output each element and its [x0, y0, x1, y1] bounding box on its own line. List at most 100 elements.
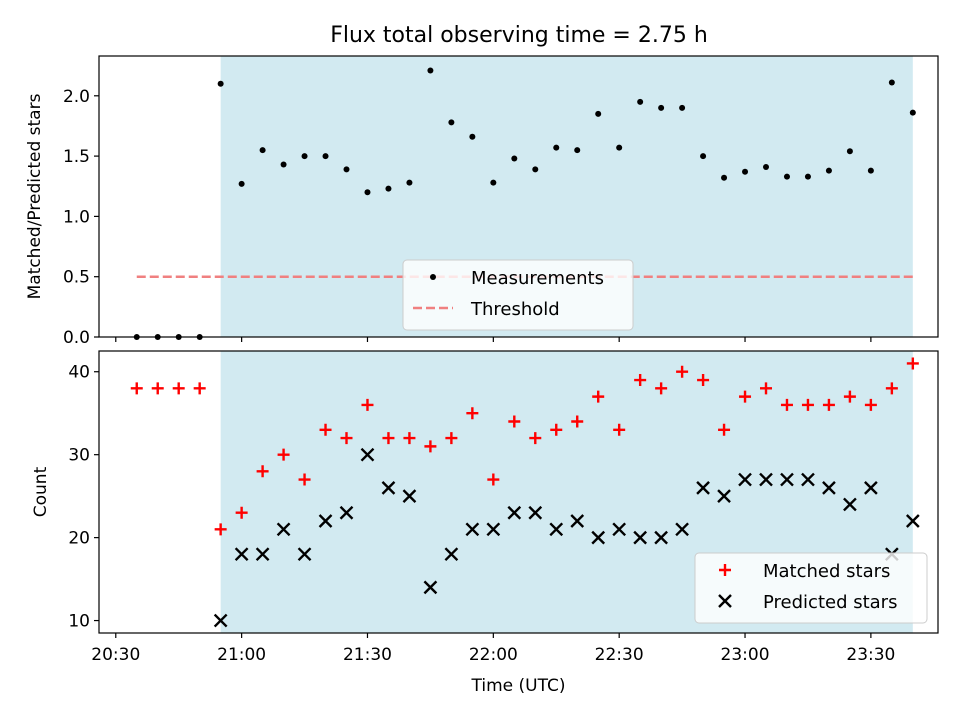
- matched-stars-point-19: [529, 432, 542, 445]
- matched-stars-point-25: [655, 382, 668, 395]
- predicted-stars-point-31: [864, 481, 878, 495]
- y-tick-label-1-1: 20: [68, 529, 90, 549]
- matched-stars-point-10: [340, 432, 353, 445]
- legend-swatch-measurements: [430, 274, 436, 280]
- legend-label-predicted-stars: Predicted stars: [763, 592, 897, 613]
- predicted-stars-point-28: [801, 472, 815, 487]
- matched-stars-point-34: [843, 390, 856, 403]
- top-panel: 0.0 0.5 1.0 1.5 2.0 Matched/Predicted stars Me…: [25, 55, 939, 348]
- matched-stars-point-20: [550, 423, 563, 436]
- measurements-point-21: [574, 147, 581, 154]
- predicted-stars-point-11: [444, 547, 459, 562]
- x-tick-label-1-6: 23:30: [846, 645, 895, 665]
- x-tick-label-1-5: 23:00: [721, 645, 770, 665]
- y-tick-label-1-0: 10: [68, 612, 90, 632]
- predicted-stars-point-23: [696, 481, 710, 495]
- matched-stars-point-0: [130, 382, 143, 395]
- matched-stars-point-14: [424, 440, 437, 453]
- matched-stars-point-18: [508, 415, 521, 428]
- predicted-stars-point-10: [423, 580, 438, 595]
- predicted-stars-point-1: [234, 547, 249, 562]
- measurements-point-27: [700, 153, 707, 160]
- predicted-stars-point-33: [905, 514, 920, 528]
- matched-stars-point-28: [718, 423, 731, 436]
- predicted-stars-point-5: [318, 514, 333, 528]
- measurements-point-28: [721, 174, 728, 181]
- measurements-point-37: [909, 109, 916, 116]
- predicted-stars-point-13: [486, 522, 501, 537]
- y-tick-label-0-3: 1.5: [63, 147, 90, 167]
- predicted-stars-point-20: [633, 530, 648, 545]
- measurements-point-11: [364, 189, 371, 196]
- matched-stars-point-11: [361, 398, 374, 411]
- predicted-stars-point-26: [759, 472, 773, 487]
- matched-stars-point-23: [613, 423, 626, 436]
- matched-stars-point-33: [822, 398, 835, 411]
- measurements-point-31: [783, 173, 790, 180]
- measurements-point-25: [658, 104, 665, 111]
- predicted-stars-point-6: [339, 505, 354, 520]
- legend-box-1: [694, 552, 928, 624]
- measurements-point-5: [238, 180, 245, 187]
- matched-stars-point-24: [634, 374, 647, 387]
- measurements-point-29: [742, 168, 749, 175]
- measurements-point-30: [763, 163, 770, 170]
- axes-frame-1: [98, 350, 939, 634]
- x-tick-label-1-0: 20:30: [91, 645, 140, 665]
- y-tick-label-0-2: 1.0: [63, 207, 90, 227]
- legend-box-0: [402, 259, 634, 331]
- predicted-stars-point-25: [738, 472, 752, 487]
- legend-label-threshold: Threshold: [470, 299, 560, 320]
- matched-stars-point-35: [864, 398, 877, 411]
- measurements-point-16: [469, 133, 476, 140]
- measurements-point-4: [217, 80, 224, 87]
- matched-stars-point-8: [298, 473, 311, 486]
- legend-0: Measurements Threshold: [402, 259, 634, 331]
- matched-stars-point-26: [676, 365, 689, 378]
- y-tick-label-0-0: 0.0: [63, 328, 90, 348]
- legend-swatch-predicted-stars: [718, 594, 732, 608]
- matched-stars-point-3: [193, 382, 206, 395]
- measurements-point-12: [385, 185, 392, 192]
- x-axis-label-1: Time (UTC): [471, 676, 566, 696]
- measurements-point-9: [322, 153, 329, 160]
- measurements-point-22: [595, 110, 602, 117]
- predicted-stars-point-30: [843, 497, 857, 512]
- predicted-stars-point-19: [612, 522, 627, 537]
- matched-stars-point-2: [172, 382, 185, 395]
- x-tick-label-1-1: 21:00: [217, 645, 266, 665]
- axes-frame-0: [98, 55, 939, 338]
- matched-stars-point-29: [739, 390, 752, 403]
- matched-stars-point-12: [382, 432, 395, 445]
- matched-stars-point-6: [256, 465, 269, 478]
- measurements-point-36: [888, 79, 895, 86]
- measurements-point-32: [804, 173, 811, 180]
- predicted-stars-point-2: [255, 547, 270, 562]
- measurements-point-10: [343, 166, 350, 173]
- measurements-point-6: [259, 147, 266, 154]
- predicted-stars-point-16: [549, 522, 564, 537]
- y-tick-label-0-4: 2.0: [63, 87, 90, 107]
- measurements-point-26: [679, 104, 686, 111]
- bottom-panel: 10 20 30 40 20:30 21:00 21:30 22:00 22:30 23:00 23…: [31, 350, 939, 696]
- predicted-stars-point-27: [780, 472, 794, 487]
- matched-stars-point-37: [906, 357, 919, 370]
- measurements-point-24: [637, 98, 644, 105]
- x-tick-label-1-4: 22:30: [595, 645, 644, 665]
- legend-1: Matched stars Predicted stars: [694, 552, 928, 624]
- measurements-point-15: [448, 119, 455, 126]
- measurements-point-18: [511, 155, 518, 162]
- predicted-stars-point-4: [297, 547, 312, 562]
- measurements-point-13: [406, 179, 413, 186]
- x-tick-label-1-2: 21:30: [343, 645, 392, 665]
- y-axis-label-0: Matched/Predicted stars: [25, 93, 45, 299]
- measurements-point-14: [427, 67, 434, 74]
- measurements-point-7: [280, 161, 287, 168]
- predicted-stars-point-24: [717, 489, 731, 503]
- measurements-point-23: [616, 144, 623, 151]
- matched-stars-point-30: [760, 382, 773, 395]
- legend-label-matched-stars: Matched stars: [763, 561, 890, 582]
- predicted-stars-point-21: [654, 530, 668, 545]
- matched-stars-point-17: [487, 473, 500, 486]
